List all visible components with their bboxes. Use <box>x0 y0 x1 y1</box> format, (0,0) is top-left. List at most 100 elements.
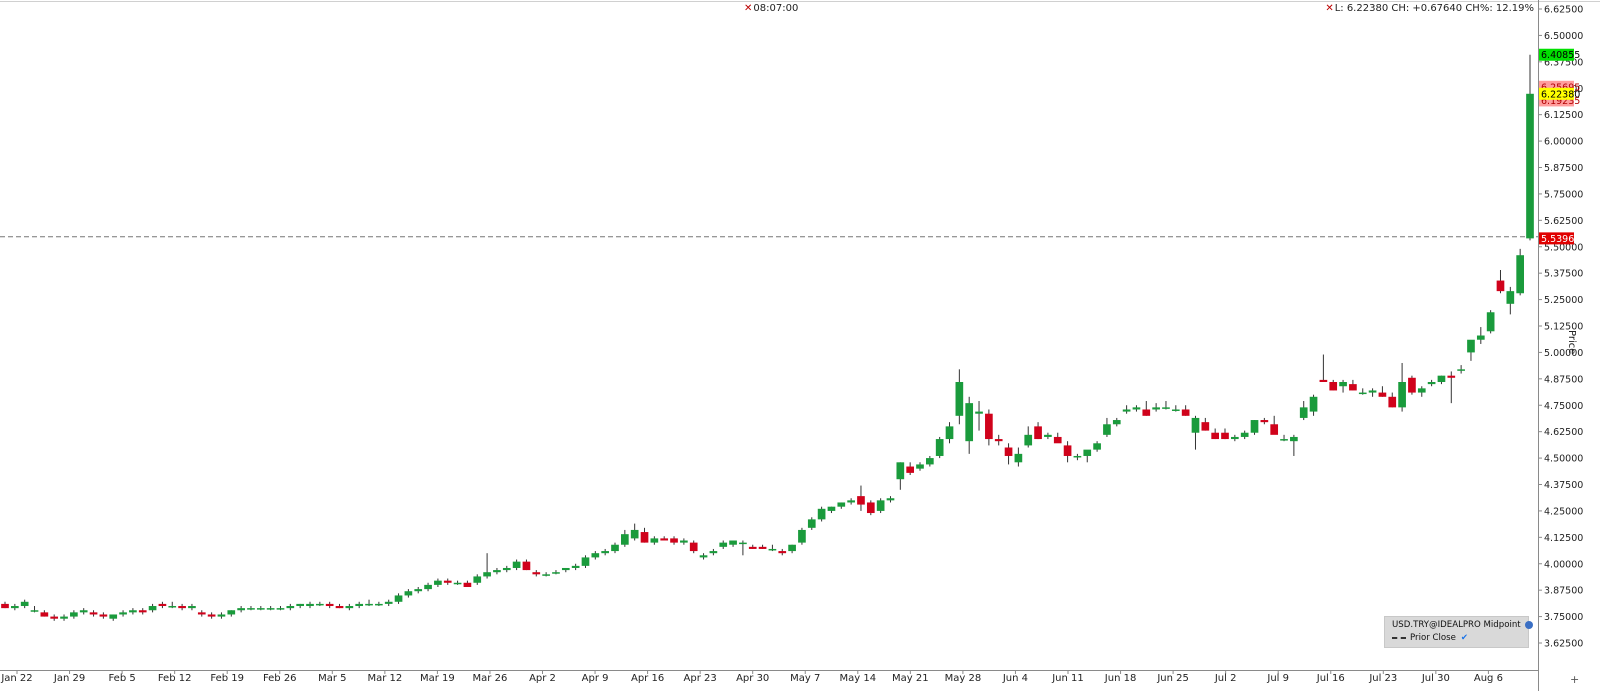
candle-body <box>129 610 137 613</box>
candle <box>670 536 678 545</box>
candle-body <box>463 582 472 587</box>
candle-body <box>1280 439 1288 441</box>
price-label-bg <box>1539 232 1574 245</box>
plus-icon[interactable]: + <box>1570 673 1580 686</box>
price-label-text: 6.25695 <box>1541 82 1580 93</box>
candle-body <box>1486 312 1495 332</box>
y-tick-label: 6.00000 <box>1544 137 1583 148</box>
candle <box>217 612 226 619</box>
close-icon[interactable]: ✕ <box>1325 3 1334 14</box>
y-tick-label: 5.12500 <box>1544 322 1583 333</box>
x-tick-label: Apr 2 <box>529 673 556 684</box>
candle <box>109 614 118 621</box>
x-tick-label: Apr 9 <box>582 673 609 684</box>
candle <box>30 606 39 613</box>
candle-body <box>384 601 393 604</box>
candle-body <box>148 606 157 611</box>
candle <box>345 603 354 611</box>
close-icon[interactable]: ✕ <box>744 3 753 14</box>
y-tick-label: 6.12500 <box>1544 110 1583 121</box>
candle <box>1 601 9 609</box>
candle <box>1516 248 1524 296</box>
candle-body <box>335 606 344 609</box>
candle-body <box>1476 335 1485 340</box>
candle-body <box>975 411 983 414</box>
price-label-bg <box>1539 48 1574 61</box>
candle <box>975 401 983 431</box>
candle-body <box>286 606 295 609</box>
candle <box>434 578 442 587</box>
candle <box>138 608 147 615</box>
candle-body <box>886 498 895 501</box>
candle <box>591 551 600 560</box>
x-tick-label: Jan 29 <box>53 673 85 684</box>
x-tick-label: Mar 19 <box>420 673 455 684</box>
candle-body <box>1044 434 1052 437</box>
candle-body <box>197 612 206 615</box>
candle-body <box>680 540 688 543</box>
candle-body <box>1299 407 1308 418</box>
candle-body <box>945 426 954 440</box>
candle-body <box>1024 434 1033 446</box>
legend[interactable]: USD.TRY@IDEALPRO Midpoint Prior Close ✔ <box>1384 616 1533 648</box>
candle <box>355 601 364 609</box>
candle-body <box>1073 455 1082 458</box>
candle-body <box>1034 426 1042 440</box>
candle-body <box>1112 420 1121 425</box>
candle-body <box>365 603 373 606</box>
candle-body <box>1053 436 1062 444</box>
candle-body <box>1181 409 1190 416</box>
price-label-text: 6.22380 <box>1541 89 1580 100</box>
candle <box>650 536 659 545</box>
candle-body <box>1211 432 1219 440</box>
candle <box>926 455 934 467</box>
candle <box>778 548 787 556</box>
candle <box>621 529 629 547</box>
candle <box>916 462 924 471</box>
candle-body <box>1260 420 1269 423</box>
x-tick-label: Mar 5 <box>318 673 346 684</box>
x-tick-label: Jun 11 <box>1051 673 1084 684</box>
candle <box>286 603 295 611</box>
x-tick-label: Apr 16 <box>631 673 664 684</box>
candle-body <box>1132 407 1141 410</box>
candle <box>129 608 137 615</box>
price-label: 5.53965 <box>1539 232 1580 245</box>
candle <box>384 599 393 607</box>
x-tick-label: Feb 26 <box>263 673 297 684</box>
candle <box>306 601 314 609</box>
candle-body <box>1358 392 1367 395</box>
candle-body <box>817 508 826 520</box>
globe-icon <box>1524 620 1533 629</box>
y-tick-label: 5.37500 <box>1544 269 1583 280</box>
candle <box>404 589 413 598</box>
candle-body <box>1417 388 1426 393</box>
candle-body <box>70 612 78 617</box>
candle-body <box>1171 409 1180 411</box>
candle <box>20 599 29 609</box>
candle-body <box>1093 443 1101 450</box>
candle <box>581 555 590 568</box>
candle <box>758 544 767 549</box>
candle-body <box>591 553 600 558</box>
y-tick-label: 6.62500 <box>1544 5 1583 16</box>
candle <box>689 540 698 554</box>
candle-body <box>256 608 265 610</box>
checkmark-icon[interactable]: ✔ <box>1460 633 1469 643</box>
x-tick-label: Jun 25 <box>1156 673 1189 684</box>
candle <box>1260 417 1269 425</box>
candle-body <box>1231 436 1239 440</box>
candle-body <box>866 502 875 514</box>
candle-body <box>1221 432 1229 440</box>
candle <box>994 434 1003 446</box>
candle-body <box>729 540 737 545</box>
price-label-bg <box>1539 87 1574 100</box>
candle-body <box>532 572 541 575</box>
y-tick-label: 4.87500 <box>1544 374 1583 385</box>
candle <box>325 601 334 609</box>
legend-prior-close-row: Prior Close ✔ <box>1392 633 1468 643</box>
candle-body <box>837 502 846 507</box>
candle-body <box>1240 432 1249 437</box>
candle-body <box>876 500 885 511</box>
candle-body <box>325 603 334 607</box>
